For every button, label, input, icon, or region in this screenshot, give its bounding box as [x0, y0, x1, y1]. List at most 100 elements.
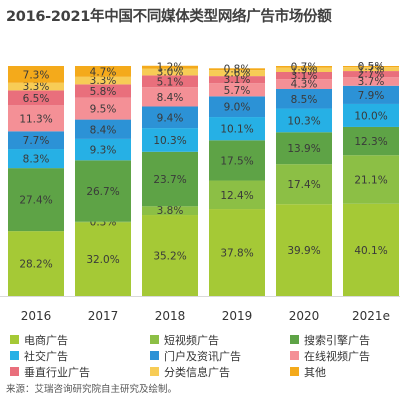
legend-label: 电商广告 [24, 333, 68, 347]
data-label: 17.4% [287, 179, 320, 191]
data-label: 5.8% [90, 86, 117, 98]
bar-segment [142, 68, 198, 76]
bar-segment [209, 70, 265, 77]
bar-segment [142, 75, 198, 88]
legend-item: 垂直行业广告 [10, 364, 150, 379]
data-label: 21.1% [354, 175, 387, 187]
bar-segment [8, 231, 64, 296]
bar-segment [343, 103, 399, 127]
data-label: 9.0% [224, 102, 251, 114]
bar-segment [75, 66, 131, 77]
data-label: 7.9% [358, 90, 385, 102]
data-label: 4.7% [90, 66, 117, 78]
data-label: 12.3% [354, 136, 387, 148]
x-tick-label: 2016 [21, 309, 52, 323]
x-tick-label: 2020 [289, 309, 320, 323]
data-label: 17.5% [220, 155, 253, 167]
legend-swatch [290, 367, 299, 376]
data-label: 0.5% [358, 61, 385, 73]
legend-label: 其他 [304, 365, 326, 379]
x-tick-label: 2019 [222, 309, 253, 323]
bar-segment [343, 67, 399, 72]
bar-segment [276, 108, 332, 133]
data-label: 10.3% [153, 135, 186, 147]
legend-item: 其他 [290, 364, 400, 379]
data-label: 3.0% [157, 66, 184, 78]
bar-segment [276, 71, 332, 80]
chart-legend: 电商广告 短视频广告 搜索引擎广告 社交广告 门户及资讯广告 在线视频广告 垂直行业广告 分类… [10, 332, 400, 379]
data-label: 0.7% [291, 61, 318, 73]
chart-title: 2016-2021年中国不同媒体类型网络广告市场份额 [6, 9, 332, 25]
data-label: 10.1% [220, 124, 253, 136]
bar-segment [142, 206, 198, 216]
bar-segment [75, 221, 131, 223]
data-label: 37.8% [220, 248, 253, 260]
bar-segment [8, 90, 64, 106]
bar-segment [343, 71, 399, 78]
bar-segment [276, 89, 332, 109]
data-label: 6.5% [23, 93, 50, 105]
bar-segment [209, 83, 265, 97]
data-label: 4.3% [291, 79, 318, 91]
data-label: 3.3% [23, 81, 50, 93]
bar-segment [343, 126, 399, 156]
legend-swatch [290, 335, 299, 344]
bar-segment [209, 68, 265, 71]
data-label: 10.3% [287, 115, 320, 127]
legend-item: 在线视频广告 [290, 348, 400, 363]
bar-segment [209, 180, 265, 210]
legend-item: 电商广告 [10, 332, 150, 347]
data-label: 8.4% [157, 92, 184, 104]
data-label: 26.7% [86, 186, 119, 198]
data-label: 3.8% [157, 205, 184, 217]
bar-segment [343, 155, 399, 204]
bar-segment [142, 215, 198, 296]
data-label: 7.7% [23, 135, 50, 147]
data-label: 39.9% [287, 245, 320, 257]
legend-label: 短视频广告 [164, 333, 219, 347]
legend-swatch [150, 367, 159, 376]
bar-segment [8, 105, 64, 132]
x-tick-label: 2018 [155, 309, 186, 323]
data-label: 10.0% [354, 110, 387, 122]
bar-segment [343, 77, 399, 86]
bar-segment [209, 117, 265, 141]
legend-label: 门户及资讯广告 [164, 349, 241, 363]
data-label: 23.7% [153, 174, 186, 186]
legend-swatch [290, 351, 299, 360]
bar-segment [209, 140, 265, 181]
legend-item: 门户及资讯广告 [150, 348, 290, 363]
bar-segment [142, 65, 198, 69]
data-label: 2.6% [224, 68, 251, 80]
bar-segment [209, 76, 265, 84]
data-label: 28.2% [19, 259, 52, 271]
legend-swatch [10, 335, 19, 344]
bar-segment [276, 66, 332, 68]
data-label: 8.3% [23, 154, 50, 166]
bar-segment [75, 222, 131, 296]
bar-segment [142, 106, 198, 129]
legend-item: 社交广告 [10, 348, 150, 363]
data-label: 3.7% [358, 76, 385, 88]
bar-segment [75, 84, 131, 98]
bar-segment [142, 128, 198, 152]
data-label: 9.4% [157, 112, 184, 124]
legend-swatch [10, 351, 19, 360]
data-label: 3.3% [90, 75, 117, 87]
x-tick-label: 2021e [352, 309, 390, 323]
source-note: 来源：艾瑞咨询研究院自主研究及绘制。 [6, 384, 178, 395]
legend-item: 短视频广告 [150, 332, 290, 347]
bar-segment [209, 209, 265, 296]
data-label: 8.4% [90, 124, 117, 136]
data-label: 5.7% [224, 85, 251, 97]
data-label: 5.1% [157, 76, 184, 88]
bar-segment [276, 164, 332, 205]
bar-segment [343, 203, 399, 296]
bar-segment [8, 66, 64, 83]
data-label: 27.4% [19, 195, 52, 207]
data-label: 8.5% [291, 94, 318, 106]
bar-segment [276, 67, 332, 72]
bar-segment [8, 168, 64, 232]
data-label: 1.2% [157, 62, 184, 74]
